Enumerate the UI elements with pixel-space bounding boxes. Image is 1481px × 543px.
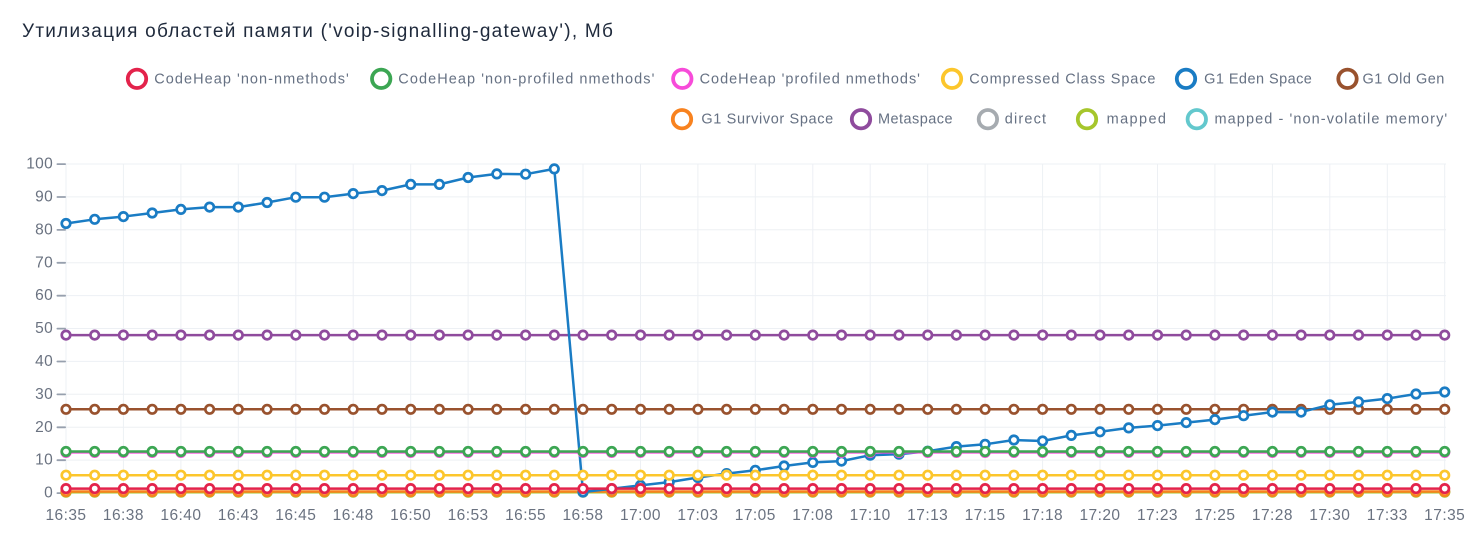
svg-text:30: 30: [35, 386, 53, 403]
svg-text:CodeHeap 'profiled nmethods': CodeHeap 'profiled nmethods': [700, 71, 921, 87]
svg-text:16:55: 16:55: [505, 507, 546, 524]
svg-text:70: 70: [35, 254, 53, 271]
svg-text:17:23: 17:23: [1137, 507, 1178, 524]
svg-text:17:00: 17:00: [620, 507, 661, 524]
svg-text:17:35: 17:35: [1424, 507, 1465, 524]
svg-text:50: 50: [35, 320, 53, 337]
svg-text:17:13: 17:13: [907, 507, 948, 524]
svg-text:mapped: mapped: [1107, 112, 1168, 128]
svg-text:G1 Eden Space: G1 Eden Space: [1204, 71, 1312, 87]
svg-text:0: 0: [44, 485, 53, 502]
svg-text:17:20: 17:20: [1079, 507, 1120, 524]
svg-text:17:05: 17:05: [735, 507, 776, 524]
svg-text:16:35: 16:35: [45, 507, 86, 524]
svg-text:16:48: 16:48: [333, 507, 374, 524]
svg-text:16:40: 16:40: [160, 507, 201, 524]
svg-text:17:18: 17:18: [1022, 507, 1063, 524]
svg-text:17:28: 17:28: [1252, 507, 1293, 524]
svg-text:16:38: 16:38: [103, 507, 144, 524]
svg-text:40: 40: [35, 353, 53, 370]
svg-text:17:33: 17:33: [1367, 507, 1408, 524]
svg-text:100: 100: [26, 156, 53, 173]
svg-text:60: 60: [35, 287, 53, 304]
svg-text:17:08: 17:08: [792, 507, 833, 524]
svg-text:G1 Old Gen: G1 Old Gen: [1363, 71, 1445, 87]
svg-text:17:10: 17:10: [850, 507, 891, 524]
svg-text:16:45: 16:45: [275, 507, 316, 524]
svg-text:20: 20: [35, 419, 53, 436]
svg-text:G1 Survivor Space: G1 Survivor Space: [701, 112, 833, 128]
svg-text:16:53: 16:53: [448, 507, 489, 524]
svg-text:16:50: 16:50: [390, 507, 431, 524]
svg-text:Compressed Class Space: Compressed Class Space: [969, 71, 1156, 87]
svg-text:CodeHeap 'non-nmethods': CodeHeap 'non-nmethods': [154, 71, 350, 87]
svg-text:mapped - 'non-volatile memory': mapped - 'non-volatile memory': [1215, 112, 1449, 128]
svg-text:CodeHeap 'non-profiled nmethod: CodeHeap 'non-profiled nmethods': [398, 71, 655, 87]
svg-text:Утилизация областей памяти ('v: Утилизация областей памяти ('voip-signal…: [22, 21, 614, 42]
svg-text:16:58: 16:58: [562, 507, 603, 524]
svg-text:80: 80: [35, 221, 53, 238]
svg-text:17:30: 17:30: [1309, 507, 1350, 524]
svg-text:17:15: 17:15: [965, 507, 1006, 524]
svg-text:16:43: 16:43: [218, 507, 259, 524]
svg-text:direct: direct: [1005, 112, 1047, 128]
svg-text:Metaspace: Metaspace: [878, 112, 953, 128]
svg-text:10: 10: [35, 452, 53, 469]
svg-text:90: 90: [35, 189, 53, 206]
svg-text:17:03: 17:03: [677, 507, 718, 524]
svg-text:17:25: 17:25: [1194, 507, 1235, 524]
